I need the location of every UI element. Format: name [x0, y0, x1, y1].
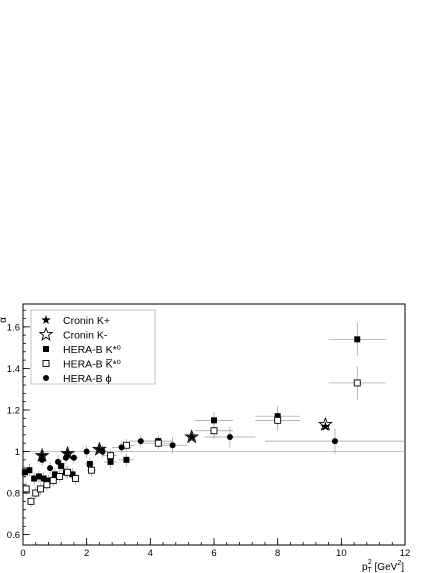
data-points [21, 336, 361, 505]
data-point-square-open [72, 475, 79, 482]
data-point-square-open [37, 485, 44, 493]
x-title-unit-end: ] [401, 562, 404, 573]
data-point-square-filled [31, 475, 38, 482]
data-point-square-filled [45, 477, 52, 484]
data-point-star-open [34, 447, 50, 462]
data-point-square-open [27, 497, 35, 505]
data-point-star-open [60, 445, 75, 460]
data-point-square-filled [26, 467, 33, 474]
x-tick-label: 2 [84, 548, 89, 559]
data-point-square-open [353, 379, 361, 387]
data-point-square-open [154, 439, 162, 447]
x-tick-label: 6 [211, 548, 216, 559]
y-tick-label: 1 [15, 447, 20, 458]
legend-entry: HERA-B K*⁰ [43, 344, 122, 356]
legend-entry: Cronin K- [38, 326, 108, 342]
data-point-square-filled [354, 336, 361, 343]
legend-label: HERA-B ϕ [63, 373, 112, 385]
data-point-square-open [22, 485, 30, 493]
legend: Cronin K+ Cronin K- HERA-B K*⁰ HERA-B K̅*⁰ H… [30, 309, 156, 385]
x-title-sub: T [368, 567, 373, 573]
data-point-star-filled [186, 431, 197, 442]
data-point-square-filled [35, 473, 42, 480]
x-title-main: p [362, 562, 368, 573]
data-point-square-open [32, 489, 40, 497]
data-point-square-filled [58, 463, 65, 470]
y-tick-label: 1.6 [7, 322, 20, 333]
y-tick-label: 1.4 [7, 364, 20, 375]
data-point-square-filled [40, 475, 47, 482]
data-point-circle-filled [55, 458, 62, 465]
data-point-circle-filled [226, 433, 233, 440]
y-tick-label: 0.8 [7, 489, 20, 500]
data-point-circle-filled [83, 448, 90, 455]
data-point-square-filled [21, 469, 28, 476]
legend-label: HERA-B K*⁰ [63, 344, 122, 356]
x-tick-label: 10 [336, 548, 347, 559]
data-point-square-open [49, 477, 57, 485]
data-point-square-open [274, 416, 282, 424]
data-point-star-filled [94, 444, 105, 454]
legend-marker-circle-filled [43, 375, 49, 381]
data-point-square-filled [274, 413, 281, 420]
data-point-square-filled [211, 417, 217, 424]
data-point-star-open [91, 441, 107, 456]
x-tick-label: 4 [148, 548, 153, 559]
data-point-square-open [87, 466, 95, 474]
data-point-square-open [107, 452, 114, 460]
legend-entry: HERA-B ϕ [43, 373, 112, 385]
y-tick-label: 0.6 [7, 530, 20, 541]
x-tick-label: 12 [400, 548, 411, 559]
data-point-star-open [317, 416, 333, 431]
data-point-square-filled [123, 456, 130, 463]
data-point-circle-filled [118, 444, 125, 451]
y-axis-title: α [0, 317, 9, 323]
data-point-star-filled [62, 448, 73, 458]
data-point-square-open [210, 427, 218, 435]
data-point-square-open [43, 481, 51, 489]
legend-marker-star-filled [41, 315, 51, 325]
data-point-square-open [64, 468, 72, 476]
x-title-sup: 2 [368, 559, 372, 566]
data-point-star-open [184, 429, 200, 444]
data-point-star-filled [37, 450, 47, 460]
legend-marker-star-open [38, 326, 54, 341]
y-tick-label: 1.2 [7, 405, 20, 416]
x-title-unit: [GeV [372, 562, 398, 573]
legend-label: Cronin K+ [63, 315, 110, 327]
legend-entry: Cronin K+ [41, 315, 110, 327]
data-point-circle-filled [331, 438, 338, 445]
x-tick-label: 8 [275, 548, 280, 559]
data-point-square-filled [51, 471, 58, 478]
data-point-square-filled [86, 460, 93, 467]
y-axis: 0.6 0.8 1 1.2 1.4 1.6 [7, 309, 30, 541]
legend-marker-square-open [42, 360, 50, 367]
data-point-square-open [56, 472, 64, 480]
data-point-square-filled [69, 471, 76, 478]
data-point-circle-filled [47, 465, 54, 472]
x-title-unit-sup: 2 [397, 560, 401, 567]
legend-marker-square-filled [43, 346, 49, 352]
data-point-square-filled [107, 458, 114, 465]
legend-box [30, 309, 156, 385]
legend-entry: HERA-B K̅*⁰ [42, 359, 122, 371]
data-point-circle-filled [169, 442, 176, 449]
legend-label: Cronin K- [63, 330, 108, 342]
x-axis-title: pT2 [GeV2] [362, 559, 404, 573]
data-point-star-filled [320, 421, 331, 431]
x-tick-label: 0 [20, 548, 25, 559]
data-point-circle-filled [137, 438, 144, 445]
legend-label: HERA-B K̅*⁰ [63, 359, 122, 371]
x-axis: 0 2 4 6 8 10 12 [20, 538, 410, 559]
data-point-circle-filled [70, 454, 77, 461]
